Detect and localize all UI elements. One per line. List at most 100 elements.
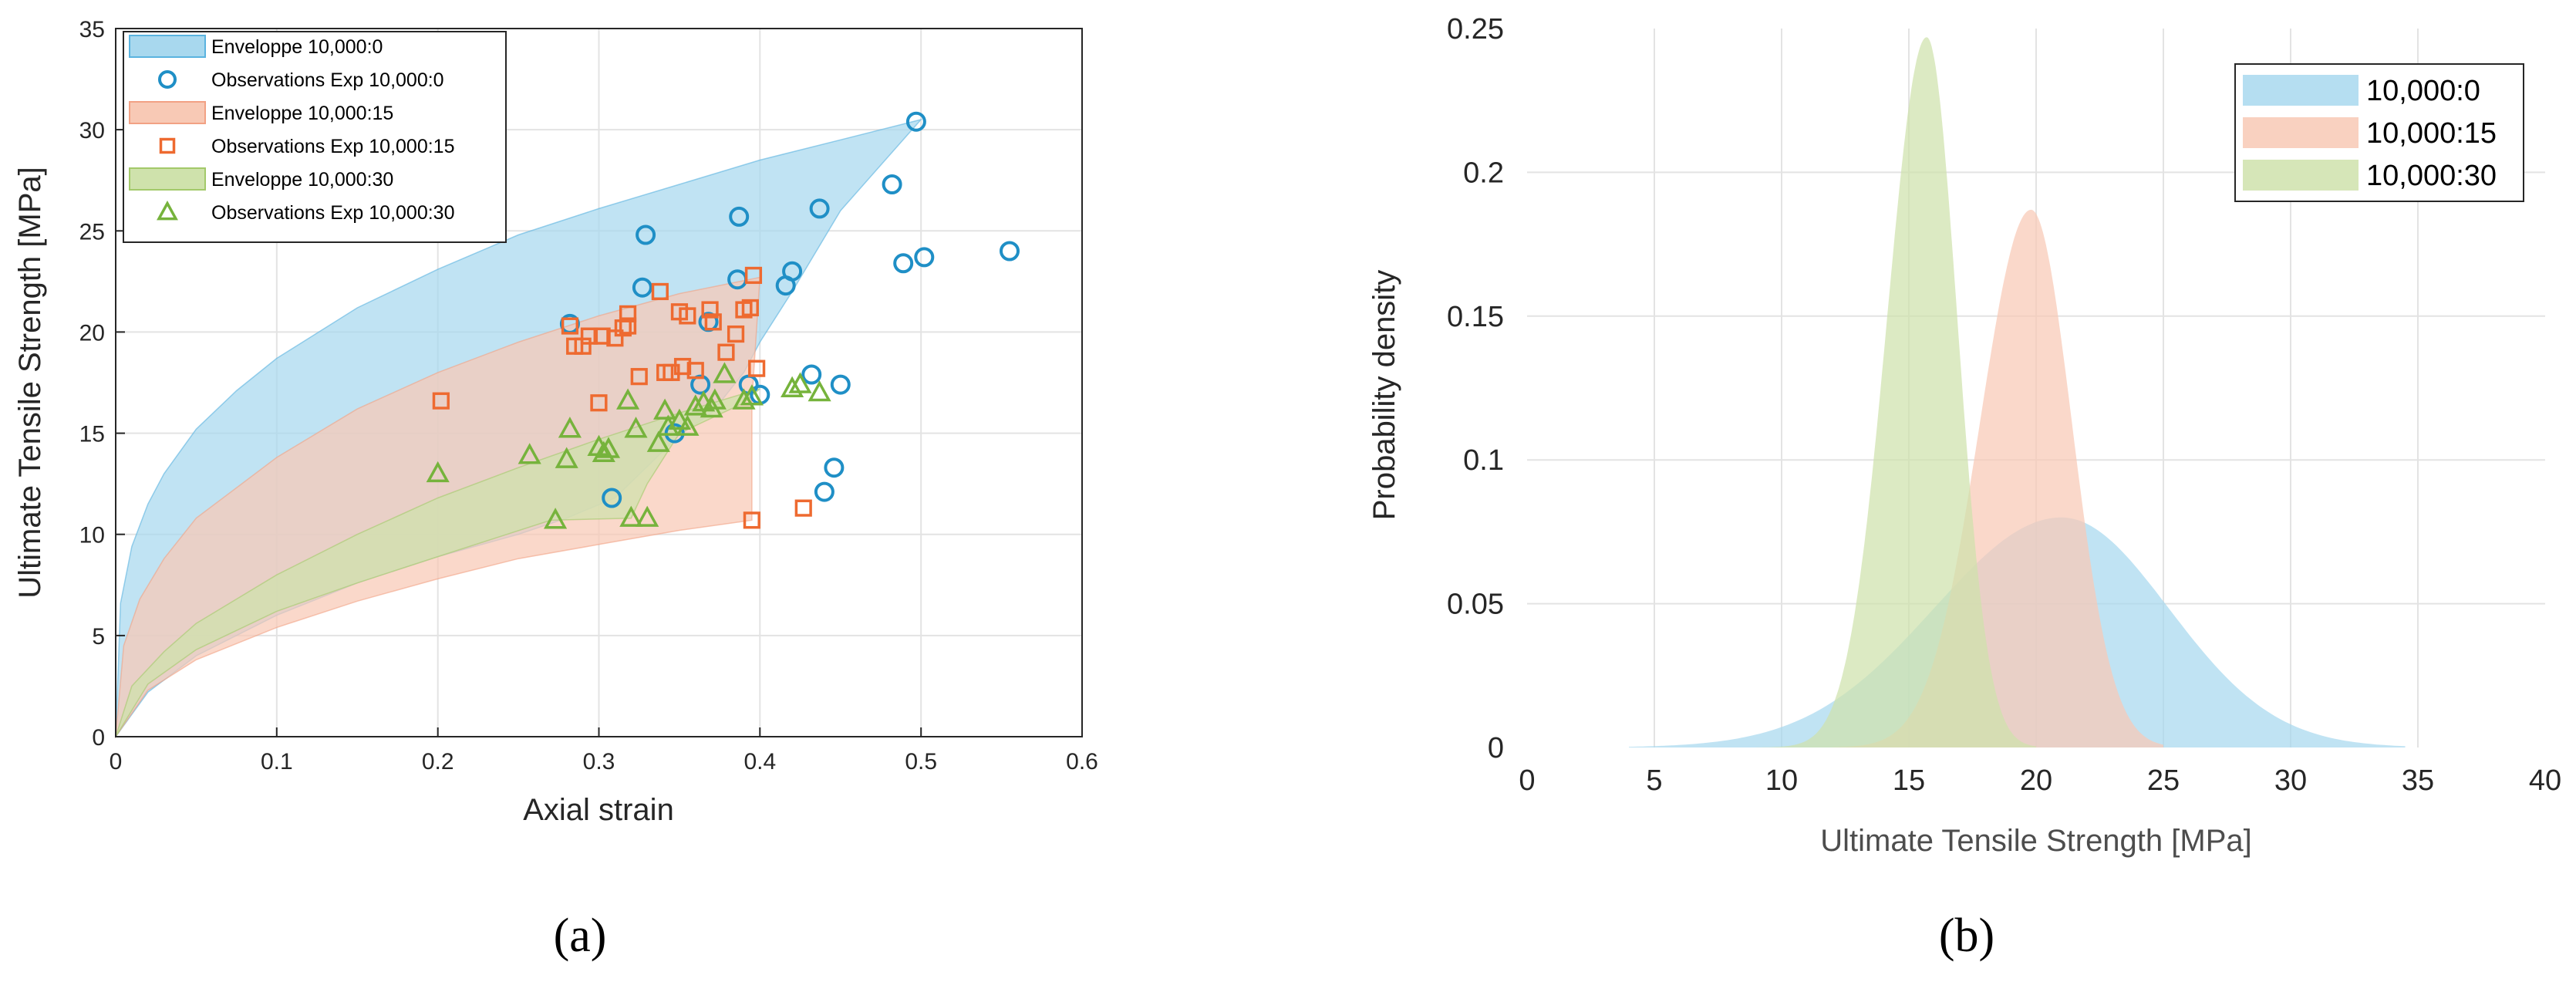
density-area (1833, 209, 2163, 747)
y-tick-label: 0.2 (1463, 157, 1504, 189)
marker-triangle (636, 505, 659, 527)
x-tick-label: 0.6 (1066, 749, 1098, 774)
marker-triangle (616, 388, 640, 410)
x-tick-label: 0.4 (743, 749, 776, 774)
marker-triangle (667, 408, 691, 430)
marker-circle (1000, 241, 1020, 262)
y-tick-label: 15 (79, 422, 105, 447)
legend-swatch (129, 35, 206, 58)
x-tick-label: 0 (110, 749, 123, 774)
marker-triangle (426, 461, 450, 483)
panel-b-x-axis-label: Ultimate Tensile Strength [MPa] (1820, 824, 2252, 858)
marker-square (590, 394, 608, 412)
marker-triangle (544, 508, 568, 529)
marker-triangle (619, 505, 643, 527)
panel-a-y-axis-label: Ultimate Tensile Strength [MPa] (13, 167, 47, 599)
marker-square (619, 317, 637, 335)
marker-square (704, 313, 722, 331)
marker-triangle (713, 362, 737, 383)
marker-square (593, 327, 611, 345)
legend-label: Enveloppe 10,000:30 (211, 169, 393, 191)
y-tick-label: 25 (79, 219, 105, 245)
marker-square (686, 362, 704, 380)
marker-triangle (732, 388, 756, 410)
x-tick-label: 5 (1646, 764, 1662, 797)
legend-swatch (2243, 75, 2359, 106)
marker-circle (782, 261, 803, 282)
marker-triangle (676, 414, 700, 436)
panel-a-chart: 0 0.1 0.2 0.3 0.4 0.5 0.6 0 5 10 15 20 25 30 35 Axial … (13, 17, 1098, 962)
y-tick-label: 0.1 (1463, 444, 1504, 477)
marker-square (619, 305, 637, 322)
marker-triangle (781, 376, 804, 398)
marker-triangle (740, 384, 764, 406)
marker-square (748, 359, 766, 377)
marker-circle (690, 374, 711, 395)
marker-circle (830, 374, 851, 395)
marker-triangle (624, 417, 648, 438)
panel-a-tick-labels: 0 0.1 0.2 0.3 0.4 0.5 0.6 0 5 10 15 20 25 30 35 (79, 17, 1098, 774)
marker-square (651, 282, 669, 301)
x-tick-label: 30 (2274, 764, 2307, 797)
marker-square (744, 266, 763, 285)
legend-label: Enveloppe 10,000:15 (211, 103, 393, 124)
marker-triangle (558, 417, 582, 438)
marker-circle (632, 277, 652, 298)
legend-swatch (129, 101, 206, 124)
marker-triangle (555, 447, 578, 468)
x-tick-label: 35 (2402, 764, 2434, 797)
marker-circle (893, 253, 914, 274)
panel-b-legend: 10,000:0 10,000:15 10,000:30 (2234, 63, 2524, 202)
x-tick-label: 25 (2147, 764, 2180, 797)
legend-label: Observations Exp 10,000:15 (211, 136, 454, 157)
marker-triangle (788, 372, 812, 393)
panel-a-markers (426, 111, 1020, 529)
marker-circle (914, 247, 935, 268)
marker-square (701, 301, 719, 319)
marker-square (794, 499, 812, 517)
legend-swatch (129, 167, 206, 191)
marker-triangle (157, 200, 178, 221)
legend-label: 10,000:30 (2366, 160, 2497, 192)
marker-square (741, 299, 759, 317)
marker-triangle (592, 440, 615, 462)
y-tick-label: 30 (79, 118, 105, 143)
density-area (1756, 37, 2036, 747)
marker-circle (636, 224, 656, 245)
marker-triangle (683, 394, 707, 416)
marker-circle (602, 488, 622, 508)
marker-square (727, 325, 745, 343)
y-tick-label: 0.05 (1447, 589, 1504, 621)
panel-b-density-areas (1629, 37, 2406, 747)
marker-square (679, 307, 696, 325)
panel-a-caption: (a) (554, 909, 607, 962)
legend-box (123, 31, 507, 243)
y-tick-label: 0 (92, 725, 105, 751)
legend-label: 10,000:0 (2366, 75, 2480, 107)
panel-a-x-axis-label: Axial strain (523, 793, 674, 827)
marker-circle (801, 364, 822, 385)
x-tick-label: 0.1 (261, 749, 293, 774)
y-tick-label: 5 (92, 624, 105, 650)
panel-b-caption: (b) (1939, 909, 1994, 962)
marker-triangle (596, 437, 621, 458)
marker-square (561, 317, 579, 335)
marker-square (717, 343, 735, 361)
marker-triangle (518, 443, 541, 464)
marker-triangle (646, 430, 670, 452)
marker-circle (809, 198, 830, 219)
marker-square (580, 327, 598, 345)
x-tick-label: 10 (1765, 764, 1798, 797)
y-tick-label: 35 (79, 17, 105, 42)
y-tick-label: 10 (79, 523, 105, 548)
legend-label: 10,000:15 (2366, 117, 2497, 150)
marker-circle (814, 481, 835, 502)
x-tick-label: 15 (1893, 764, 1925, 797)
marker-circle (824, 457, 845, 478)
panel-b-y-axis-label: Probability density (1367, 270, 1401, 521)
legend-label: Enveloppe 10,000:0 (211, 36, 383, 58)
x-tick-label: 0.2 (422, 749, 454, 774)
marker-square (743, 511, 760, 529)
x-tick-label: 20 (2020, 764, 2052, 797)
